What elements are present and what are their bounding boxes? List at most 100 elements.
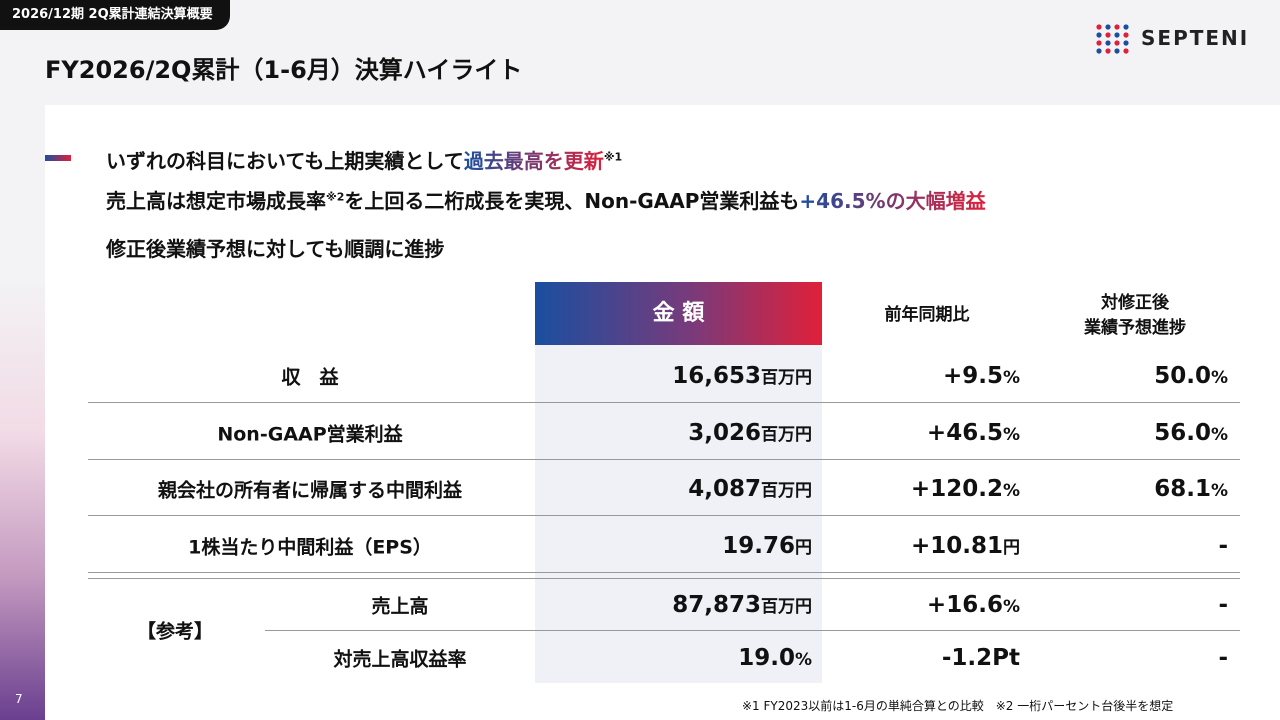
progress-header-line: 業績予想進捗	[1084, 318, 1186, 338]
cell-number: 87,873	[672, 592, 761, 618]
cell-unit: 円	[795, 538, 812, 558]
amount-cell: 19.0%	[738, 645, 812, 671]
cell-number: +46.5	[926, 420, 1003, 446]
side-gradient	[0, 0, 45, 720]
slide-title: FY2026/2Q累計（1-6月）決算ハイライト	[45, 56, 523, 84]
logo-dot	[1105, 24, 1111, 30]
cell-unit: %	[1002, 368, 1020, 388]
row-label: 1株当たり中間利益（EPS）	[188, 536, 432, 559]
yoy-cell: +120.2%	[911, 476, 1020, 502]
cell-unit: 円	[1003, 538, 1020, 558]
logo-text: SEPTENI	[1141, 26, 1249, 50]
logo-dot	[1114, 40, 1120, 46]
cell-number: -	[1218, 592, 1228, 618]
bullet-text: ※1	[603, 150, 623, 164]
cell-unit: 百万円	[761, 481, 812, 501]
bullet-text: を上回る二桁成長を実現、Non-GAAP営業利益も	[344, 189, 800, 213]
row-label: 売上高	[371, 595, 429, 618]
logo-dot	[1123, 32, 1129, 38]
progress-header-line: 対修正後	[1101, 293, 1169, 313]
amount-cell: 19.76円	[722, 533, 812, 559]
cell-number: 19.0	[738, 645, 795, 671]
cell-unit: %	[794, 650, 812, 670]
amount-cell: 3,026百万円	[688, 420, 812, 446]
progress-header: 対修正後 業績予想進捗	[1050, 288, 1220, 338]
cell-unit: 百万円	[761, 425, 812, 445]
amount-column-bg	[535, 345, 822, 683]
cell-unit: 百万円	[761, 597, 812, 617]
logo-dot	[1123, 24, 1129, 30]
cell-number: -	[1218, 533, 1228, 559]
logo-dot	[1105, 32, 1111, 38]
row-rule	[88, 402, 1240, 403]
cell-unit: %	[1210, 481, 1228, 501]
cell-number: -	[1218, 645, 1228, 671]
cell-unit: %	[1210, 368, 1228, 388]
bullet-text: 修正後業績予想に対しても順調に進捗	[106, 237, 445, 261]
cell-unit: %	[1210, 425, 1228, 445]
amount-header: 金 額	[535, 282, 822, 345]
bullet-text: ※2	[326, 190, 345, 204]
row-label: 収 益	[281, 366, 339, 389]
double-rule	[88, 572, 1240, 573]
section-tag: 2026/12期 2Q累計連結決算概要	[0, 0, 230, 30]
yoy-cell: +9.5%	[943, 363, 1020, 389]
logo-dot	[1096, 40, 1102, 46]
cell-number: +120.2	[910, 476, 1003, 502]
yoy-header: 前年同期比	[884, 305, 970, 325]
yoy-cell: +10.81円	[911, 533, 1020, 559]
bullet-text: +46.5%の大幅増益	[799, 189, 986, 213]
cell-number: 16,653	[672, 363, 761, 389]
yoy-cell: +16.6%	[927, 592, 1020, 618]
logo-mark	[1096, 24, 1129, 54]
cell-number: +10.81	[910, 533, 1003, 559]
double-rule	[88, 578, 1240, 579]
cell-number: +16.6	[926, 592, 1003, 618]
cell-number: 4,087	[688, 476, 761, 502]
amount-cell: 4,087百万円	[688, 476, 812, 502]
logo-dot	[1114, 48, 1120, 54]
logo-dot	[1123, 40, 1129, 46]
cell-number: 56.0	[1154, 420, 1211, 446]
row-label: 対売上高収益率	[333, 648, 467, 671]
progress-cell: -	[1218, 533, 1228, 559]
progress-cell: 56.0%	[1154, 420, 1228, 446]
progress-cell: 68.1%	[1154, 476, 1228, 502]
yoy-cell: +46.5%	[927, 420, 1020, 446]
bullet-text: 売上高は想定市場成長率	[106, 189, 326, 213]
cell-unit: %	[1002, 597, 1020, 617]
cell-number: +9.5	[942, 363, 1003, 389]
cell-number: 50.0	[1154, 363, 1211, 389]
progress-cell: 50.0%	[1154, 363, 1228, 389]
footnote: ※1 FY2023以前は1-6月の単純合算との比較 ※2 一桁パーセント台後半を…	[742, 699, 1174, 713]
bullet-line: 売上高は想定市場成長率※2を上回る二桁成長を実現、Non-GAAP営業利益も+4…	[106, 185, 986, 214]
row-label: Non-GAAP営業利益	[217, 423, 403, 446]
bullet-text: 過去最高を更新	[463, 149, 604, 173]
logo-dot	[1096, 24, 1102, 30]
bullet-line: いずれの科目においても上期実績として過去最高を更新※1	[106, 145, 622, 174]
amount-cell: 87,873百万円	[672, 592, 812, 618]
cell-unit: 百万円	[761, 368, 812, 388]
logo-dot	[1123, 48, 1129, 54]
logo-dot	[1114, 32, 1120, 38]
reference-label: 【参考】	[136, 620, 214, 643]
row-rule	[88, 515, 1240, 516]
amount-cell: 16,653百万円	[672, 363, 812, 389]
row-rule	[265, 630, 1240, 631]
cell-number: 3,026	[688, 420, 761, 446]
cell-unit: %	[1002, 481, 1020, 501]
row-label: 親会社の所有者に帰属する中間利益	[157, 479, 463, 502]
bullet-marker	[45, 155, 71, 161]
progress-cell: -	[1218, 592, 1228, 618]
logo-dot	[1114, 24, 1120, 30]
cell-number: 19.76	[722, 533, 795, 559]
page-number: 7	[15, 692, 23, 706]
progress-cell: -	[1218, 645, 1228, 671]
bullet-line: 修正後業績予想に対しても順調に進捗	[106, 233, 444, 262]
bullet-text: いずれの科目においても上期実績として	[106, 149, 464, 173]
yoy-cell: -1.2Pt	[942, 645, 1020, 671]
logo-dot	[1105, 40, 1111, 46]
cell-number: 68.1	[1154, 476, 1211, 502]
